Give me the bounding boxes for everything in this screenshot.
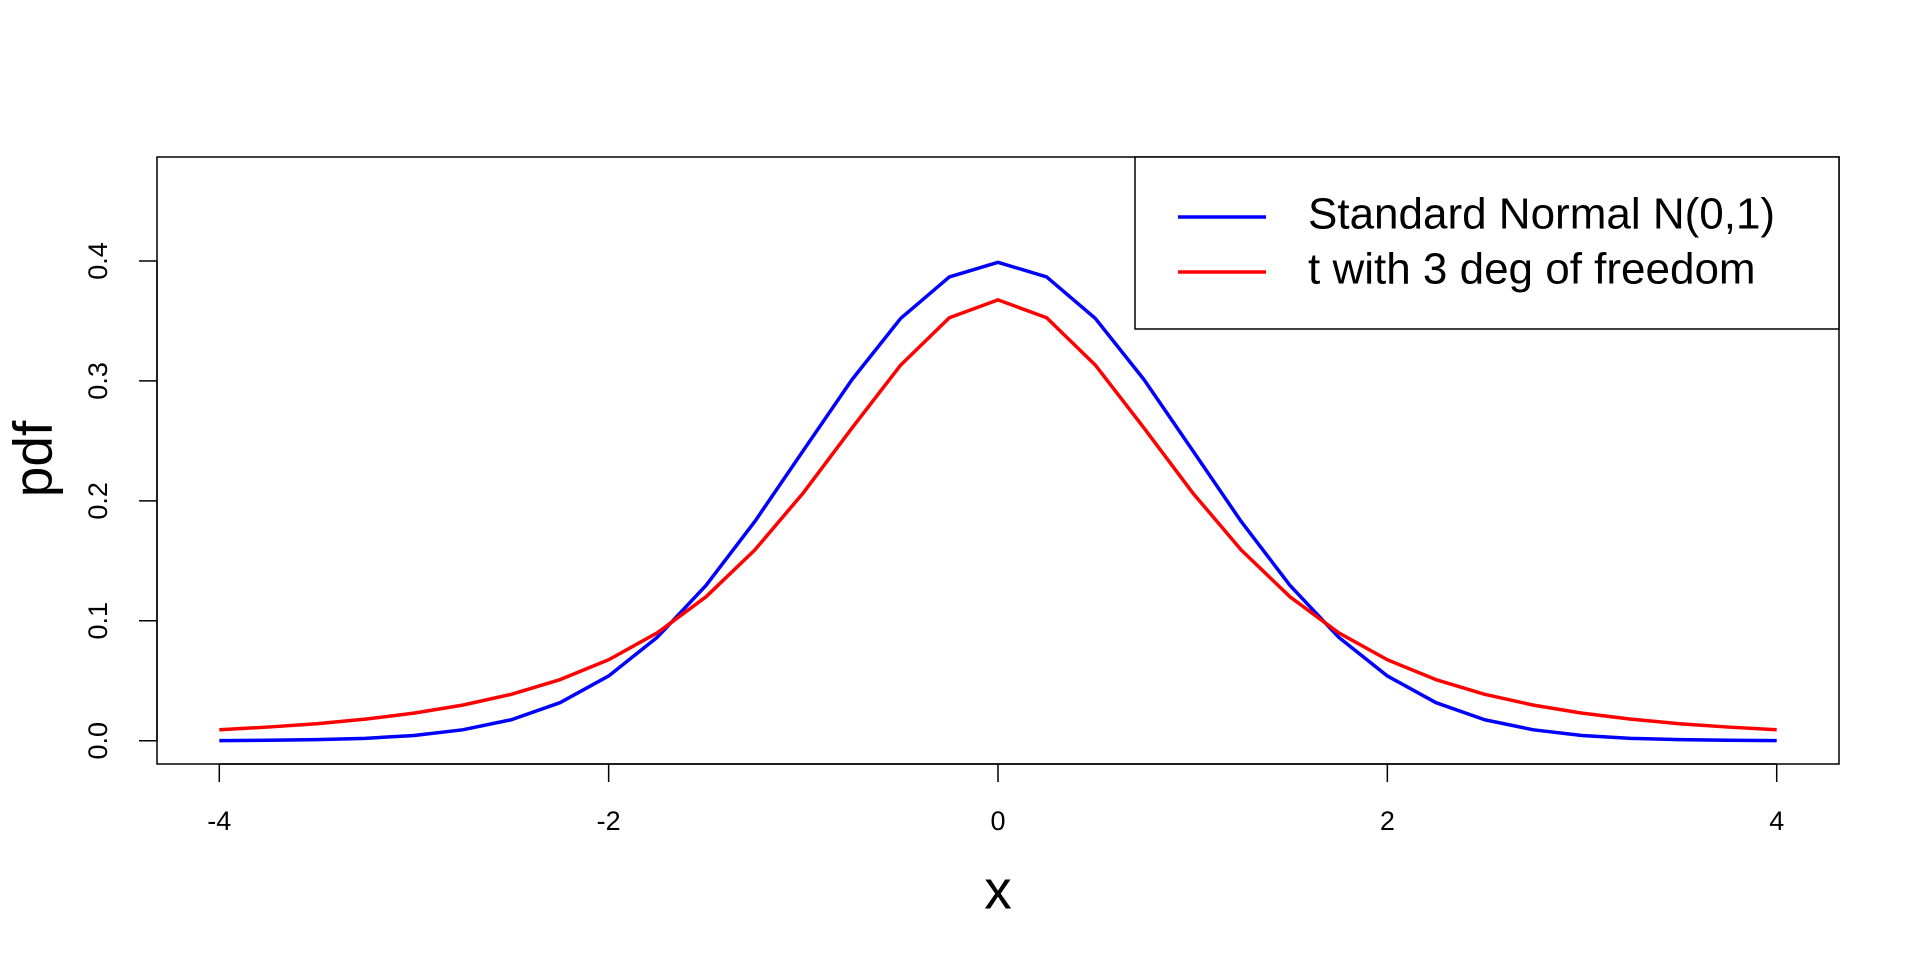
x-tick-label: 4 (1769, 806, 1784, 836)
y-axis-label: pdf (2, 420, 64, 497)
y-tick-label: 0.3 (83, 362, 113, 400)
series-line (219, 260, 1777, 743)
x-tick-label: -4 (207, 806, 231, 836)
x-tick-label: -2 (597, 806, 621, 836)
series-line (219, 298, 1777, 732)
legend-box (1134, 156, 1840, 330)
x-tick-label: 2 (1380, 806, 1395, 836)
y-tick-label: 0.0 (83, 722, 113, 760)
legend-label: Standard Normal N(0,1) (1308, 190, 1775, 239)
y-tick-label: 0.1 (83, 602, 113, 640)
x-tick-label: 0 (990, 806, 1005, 836)
y-tick-label: 0.4 (83, 242, 113, 280)
y-tick-label: 0.2 (83, 482, 113, 520)
legend-label: t with 3 deg of freedom (1308, 245, 1756, 294)
x-axis-label: x (984, 859, 1012, 921)
